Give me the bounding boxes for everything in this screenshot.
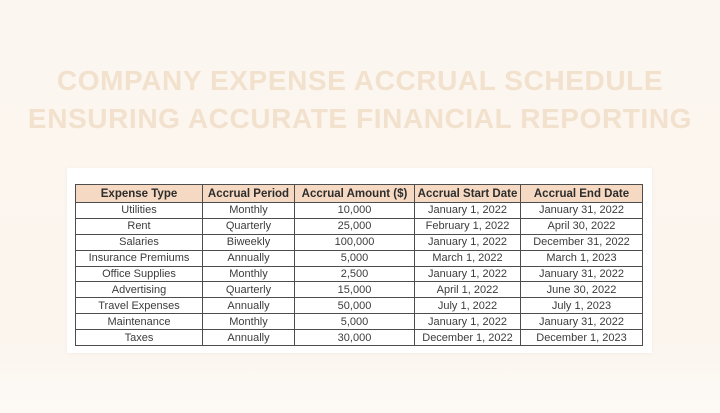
column-header: Expense Type xyxy=(75,184,203,203)
table-cell: Salaries xyxy=(75,233,203,251)
table-cell: Annually xyxy=(202,297,295,315)
table-row: Travel Expenses Annually 50,000 July 1, 202… xyxy=(75,297,643,315)
table-cell: 100,000 xyxy=(294,233,415,251)
expense-accrual-table: Expense Type Accrual Period Accrual Amount… xyxy=(75,184,643,347)
table-cell: July 1, 2022 xyxy=(414,297,521,315)
table-cell: Quarterly xyxy=(202,281,295,299)
table-cell: July 1, 2023 xyxy=(520,297,643,315)
table-cell: Taxes xyxy=(75,329,203,347)
table-cell: December 31, 2022 xyxy=(520,233,643,251)
table-cell: January 1, 2022 xyxy=(414,313,521,331)
table-cell: April 1, 2022 xyxy=(414,281,521,299)
column-header: Accrual End Date xyxy=(520,184,643,203)
table-cell: Maintenance xyxy=(75,313,203,331)
table-row: Taxes Annually 30,000 December 1, 2022 Decem… xyxy=(75,329,643,347)
table-cell: January 1, 2022 xyxy=(414,202,521,219)
table-row: Insurance Premiums Annually 5,000 March 1, … xyxy=(75,249,643,267)
table-cell: March 1, 2022 xyxy=(414,249,521,267)
table-cell: 25,000 xyxy=(294,217,415,235)
table-cell: Travel Expenses xyxy=(75,297,203,315)
table-cell: Monthly xyxy=(202,313,295,331)
page-title-line-1: COMPANY EXPENSE ACCRUAL SCHEDULE xyxy=(56,65,664,96)
table-row: Utilities Monthly 10,000 January 1, 2022 Jan… xyxy=(75,202,643,219)
table-row: Salaries Biweekly 100,000 January 1, 2022 De… xyxy=(75,233,643,251)
table-cell: 15,000 xyxy=(294,281,415,299)
table-cell: 5,000 xyxy=(294,249,415,267)
table-row: Maintenance Monthly 5,000 January 1, 2022 Ja… xyxy=(75,313,643,331)
table-cell: December 1, 2023 xyxy=(520,329,643,347)
table-cell: Office Supplies xyxy=(75,265,203,283)
page-title-line-2: ENSURING ACCURATE FINANCIAL REPORTING xyxy=(27,103,693,134)
column-header: Accrual Amount ($) xyxy=(294,184,415,203)
table-cell: Rent xyxy=(75,217,203,235)
table-cell: 5,000 xyxy=(294,313,415,331)
table-cell: 2,500 xyxy=(294,265,415,283)
table-cell: January 31, 2022 xyxy=(520,265,643,283)
column-header: Accrual Period xyxy=(202,184,295,203)
table-cell: 30,000 xyxy=(294,329,415,347)
table-cell: March 1, 2023 xyxy=(520,249,643,267)
table-cell: Biweekly xyxy=(202,233,295,251)
table-cell: Monthly xyxy=(202,265,295,283)
table-cell: Annually xyxy=(202,249,295,267)
table-cell: 10,000 xyxy=(294,202,415,219)
table-cell: Insurance Premiums xyxy=(75,249,203,267)
table-cell: Annually xyxy=(202,329,295,347)
table-cell: April 30, 2022 xyxy=(520,217,643,235)
table-cell: February 1, 2022 xyxy=(414,217,521,235)
table-cell: Advertising xyxy=(75,281,203,299)
column-header: Accrual Start Date xyxy=(414,184,521,203)
table-cell: January 31, 2022 xyxy=(520,313,643,331)
table-row: Office Supplies Monthly 2,500 January 1, 20… xyxy=(75,265,643,283)
table-row: Advertising Quarterly 15,000 April 1, 2022 J… xyxy=(75,281,643,299)
page-title: COMPANY EXPENSE ACCRUAL SCHEDULE ENSURIN… xyxy=(0,62,720,138)
table-cell: January 31, 2022 xyxy=(520,202,643,219)
table-cell: December 1, 2022 xyxy=(414,329,521,347)
table-body: Utilities Monthly 10,000 January 1, 2022 Jan… xyxy=(75,202,643,347)
table-cell: Monthly xyxy=(202,202,295,219)
table-cell: Quarterly xyxy=(202,217,295,235)
table-cell: January 1, 2022 xyxy=(414,265,521,283)
table-header-row: Expense Type Accrual Period Accrual Amount… xyxy=(75,184,643,203)
table-cell: 50,000 xyxy=(294,297,415,315)
table-row: Rent Quarterly 25,000 February 1, 2022 April… xyxy=(75,217,643,235)
table-cell: January 1, 2022 xyxy=(414,233,521,251)
table-cell: June 30, 2022 xyxy=(520,281,643,299)
table-cell: Utilities xyxy=(75,202,203,219)
